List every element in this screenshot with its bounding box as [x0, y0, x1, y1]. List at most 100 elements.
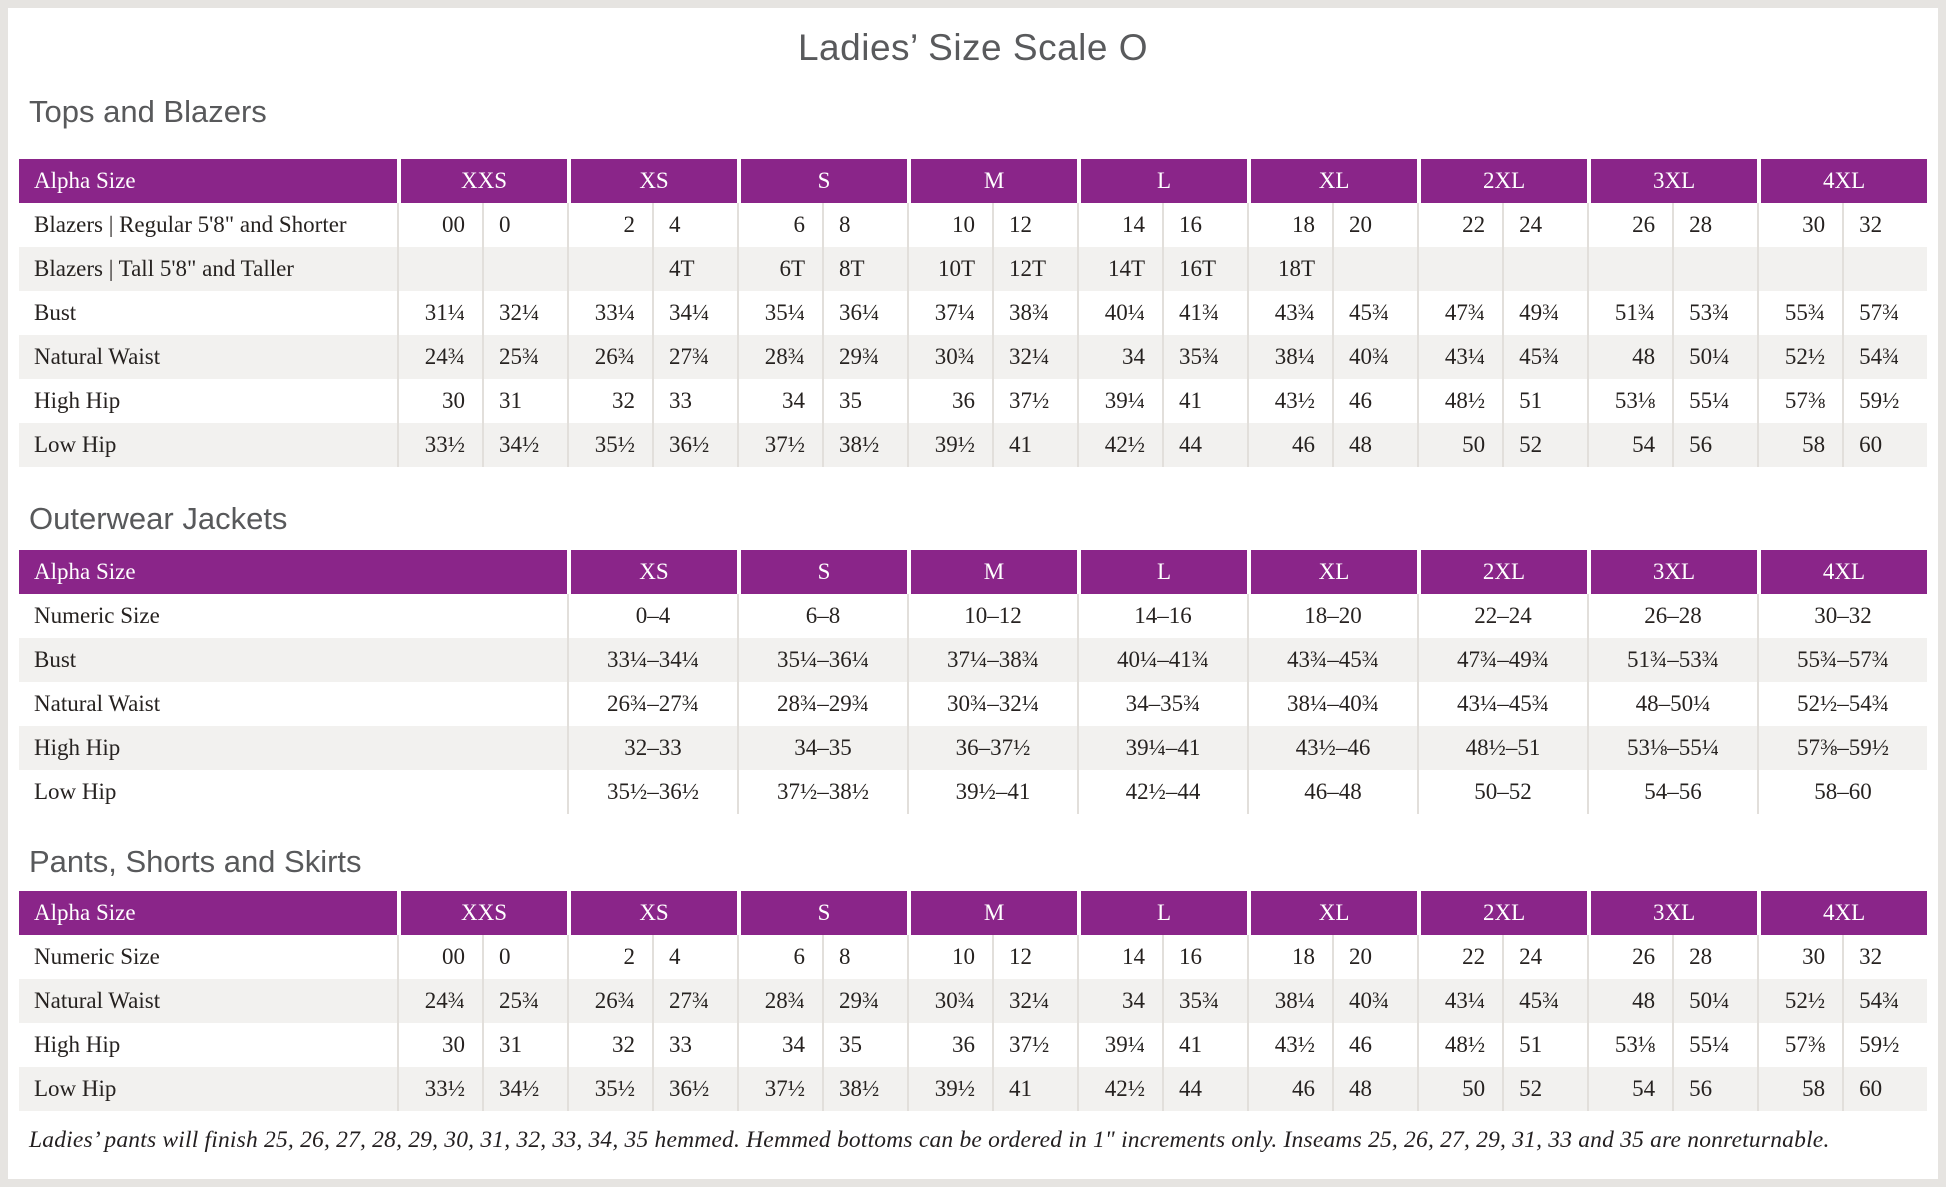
size-group-header: 2XL — [1417, 891, 1588, 935]
row-label: Bust — [34, 300, 77, 325]
size-value-cell: 4T — [652, 247, 737, 291]
size-value-cell: 34–35¾ — [1077, 682, 1247, 726]
size-value-cell: 48 — [1332, 1067, 1417, 1111]
size-value-cell: 35½ — [567, 423, 652, 467]
size-value-cell: 51 — [1502, 379, 1587, 423]
size-value-cell: 27¾ — [652, 335, 737, 379]
size-value-cell: 41 — [1162, 1023, 1247, 1067]
size-value-cell: 34 — [1077, 335, 1162, 379]
size-value-cell: 43¾–45¾ — [1247, 638, 1417, 682]
size-value-cell: 37¼ — [907, 291, 992, 335]
size-value-cell: 0 — [482, 935, 567, 979]
size-group-header: S — [737, 550, 907, 594]
size-value-cell: 53¾ — [1672, 291, 1757, 335]
size-value-cell: 57¾ — [1842, 291, 1927, 335]
section-pants-shorts-skirts: Pants, Shorts and Skirts Alpha Size XXS XS… — [19, 844, 1928, 1111]
alpha-size-header-cell: Alpha Size — [19, 159, 397, 203]
size-value-cell: 55¼ — [1672, 1023, 1757, 1067]
section-heading-pants-shorts-skirts: Pants, Shorts and Skirts — [29, 844, 362, 879]
size-group-header: XS — [567, 550, 737, 594]
size-table: Alpha Size XS S M L XL 2XL 3XL 4XL Numeric Size 0–… — [19, 550, 1927, 814]
size-value-cell: 42½–44 — [1077, 770, 1247, 814]
size-value-cell: 48 — [1332, 423, 1417, 467]
size-value-cell: 54¾ — [1842, 335, 1927, 379]
size-group-header: 3XL — [1587, 159, 1758, 203]
size-value-cell: 34 — [1077, 979, 1162, 1023]
section-heading-outerwear-jackets: Outerwear Jackets — [29, 501, 288, 536]
row-label: Low Hip — [34, 1076, 117, 1101]
size-value-cell: 6 — [737, 935, 822, 979]
row-label: Blazers | Regular 5'8" and Shorter — [34, 212, 347, 237]
size-value-cell: 14 — [1077, 935, 1162, 979]
size-value-cell: 57⅜–59½ — [1757, 726, 1927, 770]
size-value-cell: 48–50¼ — [1587, 682, 1757, 726]
size-value-cell: 56 — [1672, 1067, 1757, 1111]
size-value-cell: 26¾ — [567, 335, 652, 379]
size-value-cell: 34½ — [482, 423, 567, 467]
size-value-cell: 52 — [1502, 1067, 1587, 1111]
size-group-header: 4XL — [1757, 891, 1928, 935]
size-value-cell: 39¼–41 — [1077, 726, 1247, 770]
size-value-cell: 32¼ — [992, 979, 1077, 1023]
size-value-cell: 30 — [1757, 935, 1842, 979]
size-value-cell: 54–56 — [1587, 770, 1757, 814]
size-value-cell: 30¾ — [907, 335, 992, 379]
size-group-header: XS — [567, 891, 738, 935]
size-value-cell: 35 — [822, 1023, 907, 1067]
page-content: Ladies’ Size Scale O Tops and Blazers Al… — [8, 24, 1938, 1154]
size-value-cell: 59½ — [1842, 379, 1927, 423]
row-label: Low Hip — [34, 779, 117, 804]
size-value-cell: 18 — [1247, 203, 1332, 247]
size-value-cell: 43½ — [1247, 1023, 1332, 1067]
size-value-cell: 45¾ — [1502, 335, 1587, 379]
size-value-cell: 40¾ — [1332, 335, 1417, 379]
size-value-cell: 31¼ — [397, 291, 482, 335]
section-outerwear-jackets: Outerwear Jackets Alpha Size XS S M L XL 2XL 3X… — [19, 501, 1927, 814]
size-value-cell: 37½ — [992, 379, 1077, 423]
row-label: Bust — [34, 647, 77, 672]
size-value-cell: 36 — [907, 1023, 992, 1067]
size-value-cell: 30–32 — [1757, 594, 1927, 638]
size-value-cell: 36 — [907, 379, 992, 423]
size-value-cell: 49¾ — [1502, 291, 1587, 335]
outerwear-jackets-table-container: Alpha Size XS S M L XL 2XL 3XL 4XL Numeric Size 0–… — [19, 550, 1927, 814]
size-value-cell: 34–35 — [737, 726, 907, 770]
size-value-cell: 6–8 — [737, 594, 907, 638]
size-value-cell: 14 — [1077, 203, 1162, 247]
size-value-cell: 16 — [1162, 935, 1247, 979]
size-value-cell: 45¾ — [1502, 979, 1587, 1023]
size-group-header: L — [1077, 159, 1248, 203]
size-group-header: 2XL — [1417, 550, 1587, 594]
size-value-cell: 51 — [1502, 1023, 1587, 1067]
size-value-cell: 43½ — [1247, 379, 1332, 423]
size-value-cell: 26 — [1587, 935, 1672, 979]
size-value-cell: 38¼ — [1247, 979, 1332, 1023]
size-value-cell: 56 — [1672, 423, 1757, 467]
size-value-cell: 28¾ — [737, 335, 822, 379]
size-value-cell: 33¼–34¼ — [567, 638, 737, 682]
size-value-cell: 30 — [1757, 203, 1842, 247]
size-value-cell: 12 — [992, 935, 1077, 979]
size-value-cell: 46–48 — [1247, 770, 1417, 814]
size-value-cell: 22–24 — [1417, 594, 1587, 638]
row-label: High Hip — [34, 388, 121, 413]
size-value-cell: 26 — [1587, 203, 1672, 247]
size-value-cell: 58–60 — [1757, 770, 1927, 814]
size-group-header: 4XL — [1757, 550, 1927, 594]
size-value-cell: 38¼–40¾ — [1247, 682, 1417, 726]
size-group-header: M — [907, 159, 1078, 203]
size-value-cell: 44 — [1162, 423, 1247, 467]
size-value-cell: 8 — [822, 935, 907, 979]
size-value-cell: 16 — [1162, 203, 1247, 247]
size-value-cell: 52½ — [1757, 979, 1842, 1023]
table-row: Numeric Size 00 0 2 4 6 8 10 12 14 16 18 20 22 24 26 28 3… — [19, 935, 1927, 979]
size-value-cell: 12T — [992, 247, 1077, 291]
size-value-cell: 33 — [652, 1023, 737, 1067]
size-value-cell: 10 — [907, 203, 992, 247]
size-value-cell: 40¼ — [1077, 291, 1162, 335]
size-value-cell: 52½ — [1757, 335, 1842, 379]
size-value-cell: 24 — [1502, 935, 1587, 979]
size-value-cell: 6 — [737, 203, 822, 247]
size-value-cell: 46 — [1332, 1023, 1417, 1067]
size-value-cell: 55¼ — [1672, 379, 1757, 423]
